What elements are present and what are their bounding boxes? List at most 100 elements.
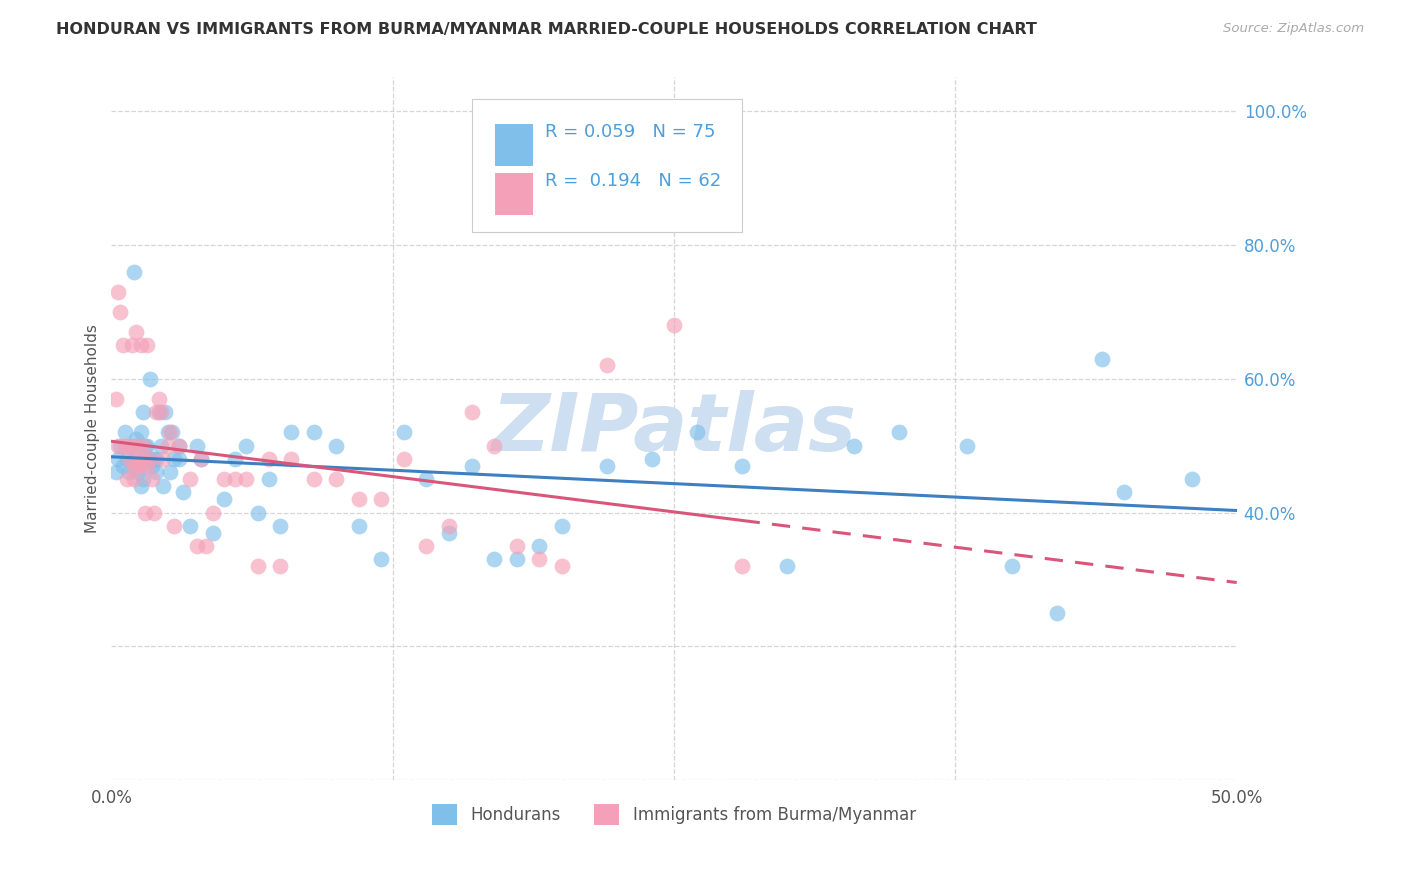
Point: [125, 432, 148, 446]
Point: [167, 452, 190, 467]
Point: [527, 552, 550, 566]
Point: [186, 539, 208, 553]
Point: [118, 452, 141, 467]
Point: [167, 439, 190, 453]
Point: [186, 439, 208, 453]
Point: [257, 452, 280, 467]
Point: [127, 452, 149, 467]
Point: [115, 439, 138, 453]
Point: [129, 338, 152, 352]
Point: [107, 439, 129, 453]
Point: [887, 425, 910, 440]
Point: [111, 338, 134, 352]
Point: [246, 559, 269, 574]
Point: [194, 539, 217, 553]
Point: [437, 519, 460, 533]
Point: [550, 559, 572, 574]
Point: [148, 405, 170, 419]
Point: [235, 472, 257, 486]
Point: [111, 458, 134, 473]
Point: [163, 452, 186, 467]
Point: [148, 392, 170, 406]
Point: [595, 458, 617, 473]
Point: [505, 552, 527, 566]
Point: [167, 439, 190, 453]
Point: [114, 425, 136, 440]
Point: [775, 559, 797, 574]
Point: [172, 485, 194, 500]
Point: [685, 425, 707, 440]
Point: [125, 458, 148, 473]
Point: [1181, 472, 1204, 486]
Point: [121, 439, 143, 453]
Point: [482, 439, 505, 453]
Point: [107, 452, 129, 467]
Point: [415, 539, 437, 553]
Point: [138, 372, 160, 386]
Point: [129, 479, 152, 493]
Point: [145, 466, 167, 480]
Point: [269, 559, 291, 574]
Point: [190, 452, 212, 467]
Point: [145, 405, 167, 419]
Point: [122, 452, 145, 467]
Point: [280, 425, 302, 440]
Point: [550, 519, 572, 533]
Point: [392, 425, 415, 440]
Point: [115, 452, 138, 467]
Point: [107, 285, 129, 299]
Point: [114, 439, 136, 453]
Point: [143, 452, 166, 467]
FancyBboxPatch shape: [495, 124, 533, 166]
Point: [160, 425, 183, 440]
Text: R = 0.059   N = 75: R = 0.059 N = 75: [544, 123, 716, 141]
Point: [437, 525, 460, 540]
Point: [269, 519, 291, 533]
Point: [527, 539, 550, 553]
Point: [132, 472, 155, 486]
Point: [122, 439, 145, 453]
Point: [730, 458, 752, 473]
Point: [122, 264, 145, 278]
Point: [212, 492, 235, 507]
Point: [224, 472, 246, 486]
Point: [179, 472, 201, 486]
Point: [127, 466, 149, 480]
Point: [201, 506, 224, 520]
Text: R =  0.194   N = 62: R = 0.194 N = 62: [544, 172, 721, 190]
Point: [201, 525, 224, 540]
Point: [132, 452, 155, 467]
FancyBboxPatch shape: [495, 173, 533, 215]
Point: [1114, 485, 1136, 500]
Text: Source: ZipAtlas.com: Source: ZipAtlas.com: [1223, 22, 1364, 36]
Point: [730, 559, 752, 574]
Point: [257, 472, 280, 486]
Point: [129, 458, 152, 473]
Point: [156, 439, 179, 453]
Point: [152, 452, 174, 467]
Point: [212, 472, 235, 486]
Point: [110, 304, 132, 318]
Point: [159, 466, 181, 480]
Point: [134, 439, 156, 453]
Point: [190, 452, 212, 467]
Point: [141, 458, 163, 473]
Point: [302, 425, 325, 440]
Point: [640, 452, 662, 467]
Legend: Hondurans, Immigrants from Burma/Myanmar: Hondurans, Immigrants from Burma/Myanmar: [432, 805, 915, 825]
Point: [347, 519, 370, 533]
Point: [143, 506, 166, 520]
Point: [136, 452, 159, 467]
Point: [127, 439, 149, 453]
Point: [156, 425, 179, 440]
Point: [110, 439, 132, 453]
Point: [460, 458, 482, 473]
Point: [136, 338, 159, 352]
FancyBboxPatch shape: [471, 98, 741, 232]
Point: [141, 472, 163, 486]
Point: [956, 439, 979, 453]
Point: [325, 472, 347, 486]
Point: [145, 452, 167, 467]
Point: [595, 359, 617, 373]
Point: [132, 439, 155, 453]
